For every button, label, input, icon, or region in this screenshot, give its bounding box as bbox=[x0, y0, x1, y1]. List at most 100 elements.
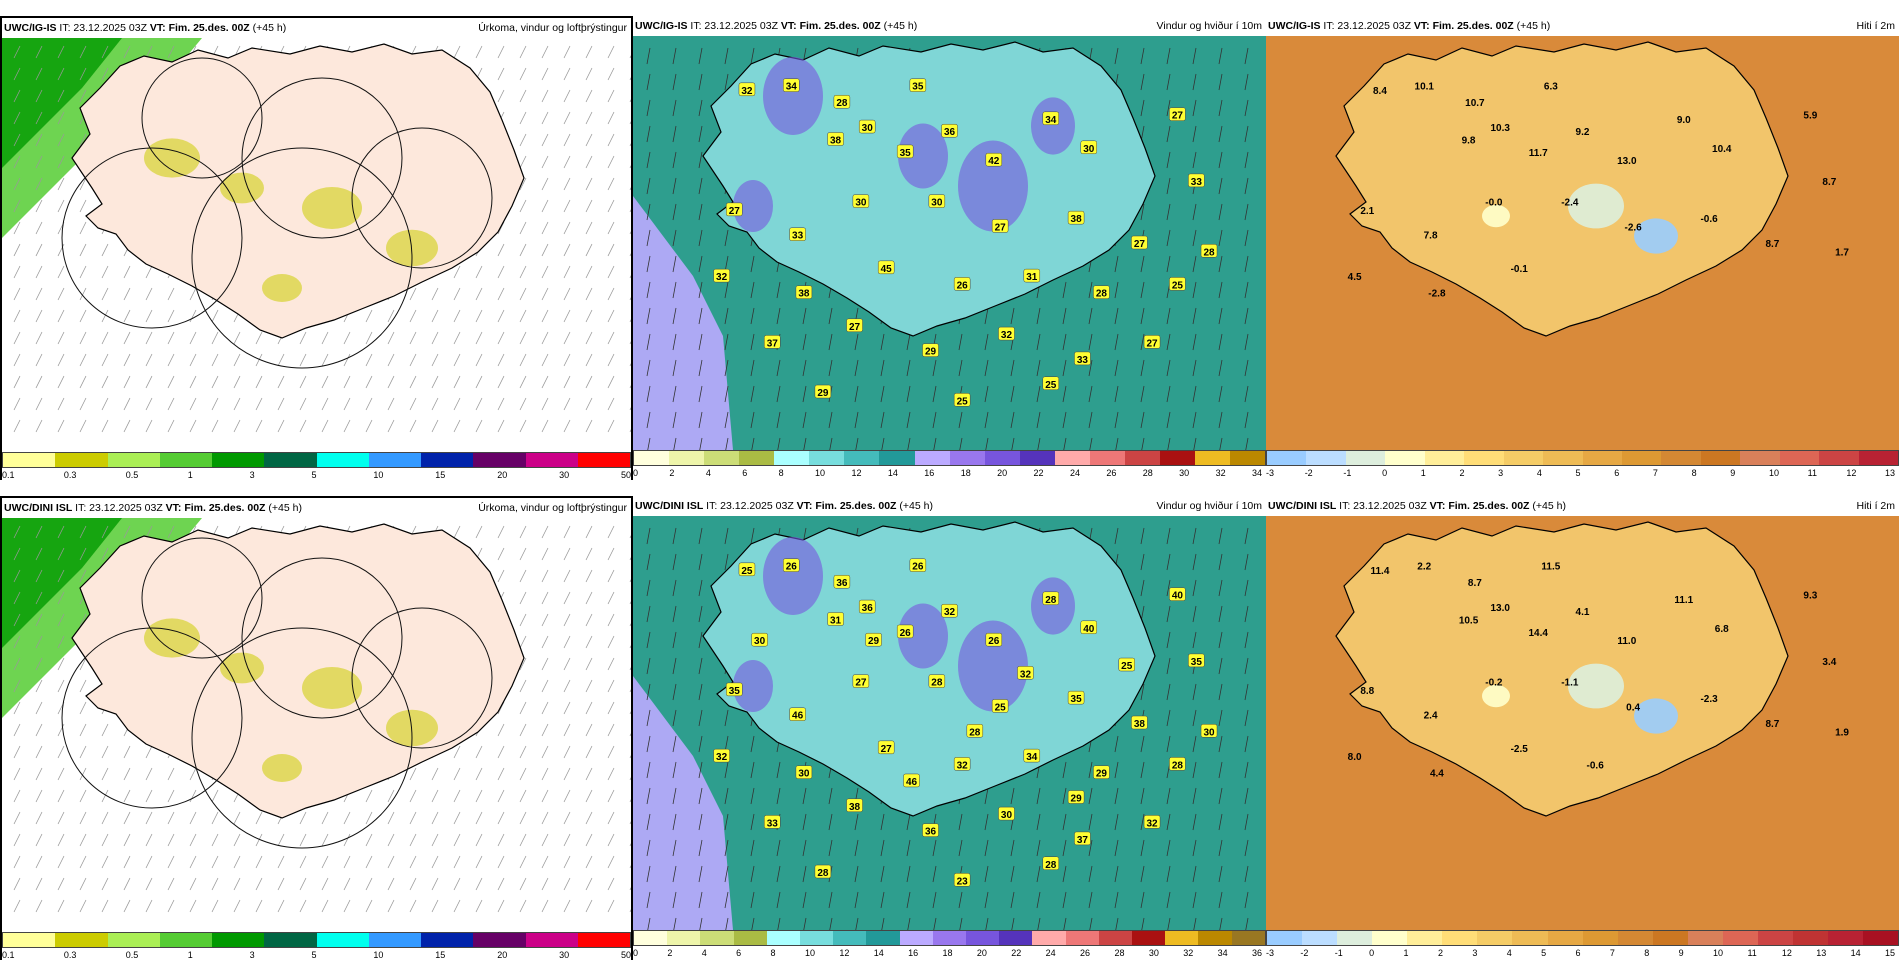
value-label: 25 bbox=[953, 393, 971, 407]
wind-barb bbox=[233, 811, 241, 825]
legend-swatch bbox=[264, 933, 317, 947]
wind-arrow bbox=[1192, 839, 1197, 857]
wind-barb bbox=[57, 569, 65, 583]
wind-barb bbox=[563, 657, 571, 671]
wind-arrow bbox=[646, 47, 651, 65]
wind-arrow bbox=[646, 307, 651, 325]
wind-barb bbox=[475, 419, 483, 433]
precip-area bbox=[262, 754, 302, 782]
value-label-text: 46 bbox=[792, 711, 804, 722]
wind-barb bbox=[563, 745, 571, 759]
wind-barb bbox=[541, 111, 549, 125]
wind-barb bbox=[431, 419, 439, 433]
wind-barb bbox=[497, 899, 505, 913]
wind-arrow bbox=[1166, 787, 1171, 805]
panel-header: UWC/DINI ISL IT: 23.12.2025 03Z VT: Fim.… bbox=[633, 496, 1266, 516]
wind-arrow bbox=[1166, 359, 1171, 377]
wind-arrow bbox=[750, 281, 755, 299]
wind-barb bbox=[607, 67, 615, 81]
legend-swatch bbox=[833, 931, 867, 945]
panel-title: Hiti í 2m bbox=[1856, 20, 1895, 32]
wind-barb bbox=[409, 353, 417, 367]
value-label-text: 38 bbox=[1134, 719, 1146, 730]
wind-barb bbox=[607, 789, 615, 803]
wind-arrow bbox=[724, 333, 729, 351]
wind-barb bbox=[387, 309, 395, 323]
wind-barb bbox=[585, 591, 593, 605]
wind-barb bbox=[585, 811, 593, 825]
legend-tick: 11 bbox=[1807, 468, 1817, 478]
wind-barb bbox=[57, 353, 65, 367]
wind-barb bbox=[101, 353, 109, 367]
legend-tick: 2 bbox=[669, 468, 675, 478]
wind-arrow bbox=[984, 891, 989, 909]
wind-barb bbox=[409, 767, 417, 781]
value-label-text: 1.9 bbox=[1835, 727, 1849, 738]
value-label: 23 bbox=[953, 873, 971, 887]
wind-arrow bbox=[1114, 307, 1119, 325]
wind-barb bbox=[321, 899, 329, 913]
wind-arrow bbox=[1140, 99, 1145, 117]
wind-barb bbox=[35, 877, 43, 891]
wind-barb bbox=[57, 331, 65, 345]
wind-barb bbox=[497, 67, 505, 81]
legend-swatch bbox=[1792, 931, 1828, 945]
wind-barb bbox=[519, 701, 527, 715]
value-label: 40 bbox=[1169, 587, 1186, 602]
wind-barb bbox=[541, 45, 549, 59]
wind-arrow bbox=[1218, 125, 1223, 143]
wind-barb bbox=[541, 591, 549, 605]
wind-arrow bbox=[958, 839, 963, 857]
wind-arrow bbox=[751, 917, 755, 930]
wind-arrow bbox=[854, 359, 859, 377]
wind-barb bbox=[563, 397, 571, 411]
wind-arrow bbox=[1166, 683, 1171, 701]
wind-barb bbox=[519, 635, 527, 649]
legend-tick: 0.1 bbox=[2, 470, 15, 480]
value-label-text: 8.4 bbox=[1373, 86, 1387, 97]
wind-barb bbox=[277, 353, 285, 367]
value-label: 38 bbox=[795, 285, 813, 300]
legend-swatch bbox=[1547, 931, 1583, 945]
value-label-text: 30 bbox=[1083, 144, 1095, 155]
wind-barb bbox=[167, 767, 175, 781]
wind-barb bbox=[321, 833, 329, 847]
wind-barb bbox=[453, 833, 461, 847]
legend-tick: 0.1 bbox=[2, 950, 15, 960]
legend-swatches bbox=[633, 450, 1266, 466]
wind-barb bbox=[475, 525, 483, 539]
value-label-text: 9.3 bbox=[1803, 591, 1817, 602]
wind-arrow bbox=[1218, 579, 1223, 597]
wind-barb bbox=[167, 877, 175, 891]
wind-barb bbox=[431, 833, 439, 847]
wind-barb bbox=[79, 613, 87, 627]
wind-arrow bbox=[698, 527, 703, 545]
value-label-text: 35 bbox=[912, 82, 924, 93]
value-label-text: 9.8 bbox=[1462, 136, 1476, 147]
wind-barb bbox=[519, 547, 527, 561]
wind-barb bbox=[475, 309, 483, 323]
wind-barb bbox=[585, 419, 593, 433]
wind-arrow bbox=[1218, 47, 1223, 65]
wind-barb bbox=[79, 199, 87, 213]
valid-time: VT: Fim. 25.des. 00Z bbox=[780, 20, 881, 32]
wind-barb bbox=[233, 877, 241, 891]
wind-arrow bbox=[1062, 787, 1067, 805]
wind-arrow bbox=[1192, 203, 1197, 221]
wind-barb bbox=[431, 287, 439, 301]
wind-barb bbox=[497, 525, 505, 539]
wind-barb bbox=[519, 525, 527, 539]
value-label: 27 bbox=[991, 219, 1009, 233]
wind-barb bbox=[57, 67, 65, 81]
wind-arrow bbox=[1244, 579, 1249, 597]
wind-arrow bbox=[1244, 813, 1249, 831]
legend-tick: 10 bbox=[1713, 948, 1724, 958]
panel-header: UWC/IG-IS IT: 23.12.2025 03Z VT: Fim. 25… bbox=[2, 18, 631, 38]
value-label: 38 bbox=[846, 798, 863, 813]
wind-barb bbox=[233, 353, 241, 367]
wind-barb bbox=[79, 45, 87, 59]
wind-arrow bbox=[776, 891, 781, 909]
wind-barb bbox=[35, 309, 43, 323]
wind-barb bbox=[167, 419, 175, 433]
wind-barb bbox=[585, 613, 593, 627]
